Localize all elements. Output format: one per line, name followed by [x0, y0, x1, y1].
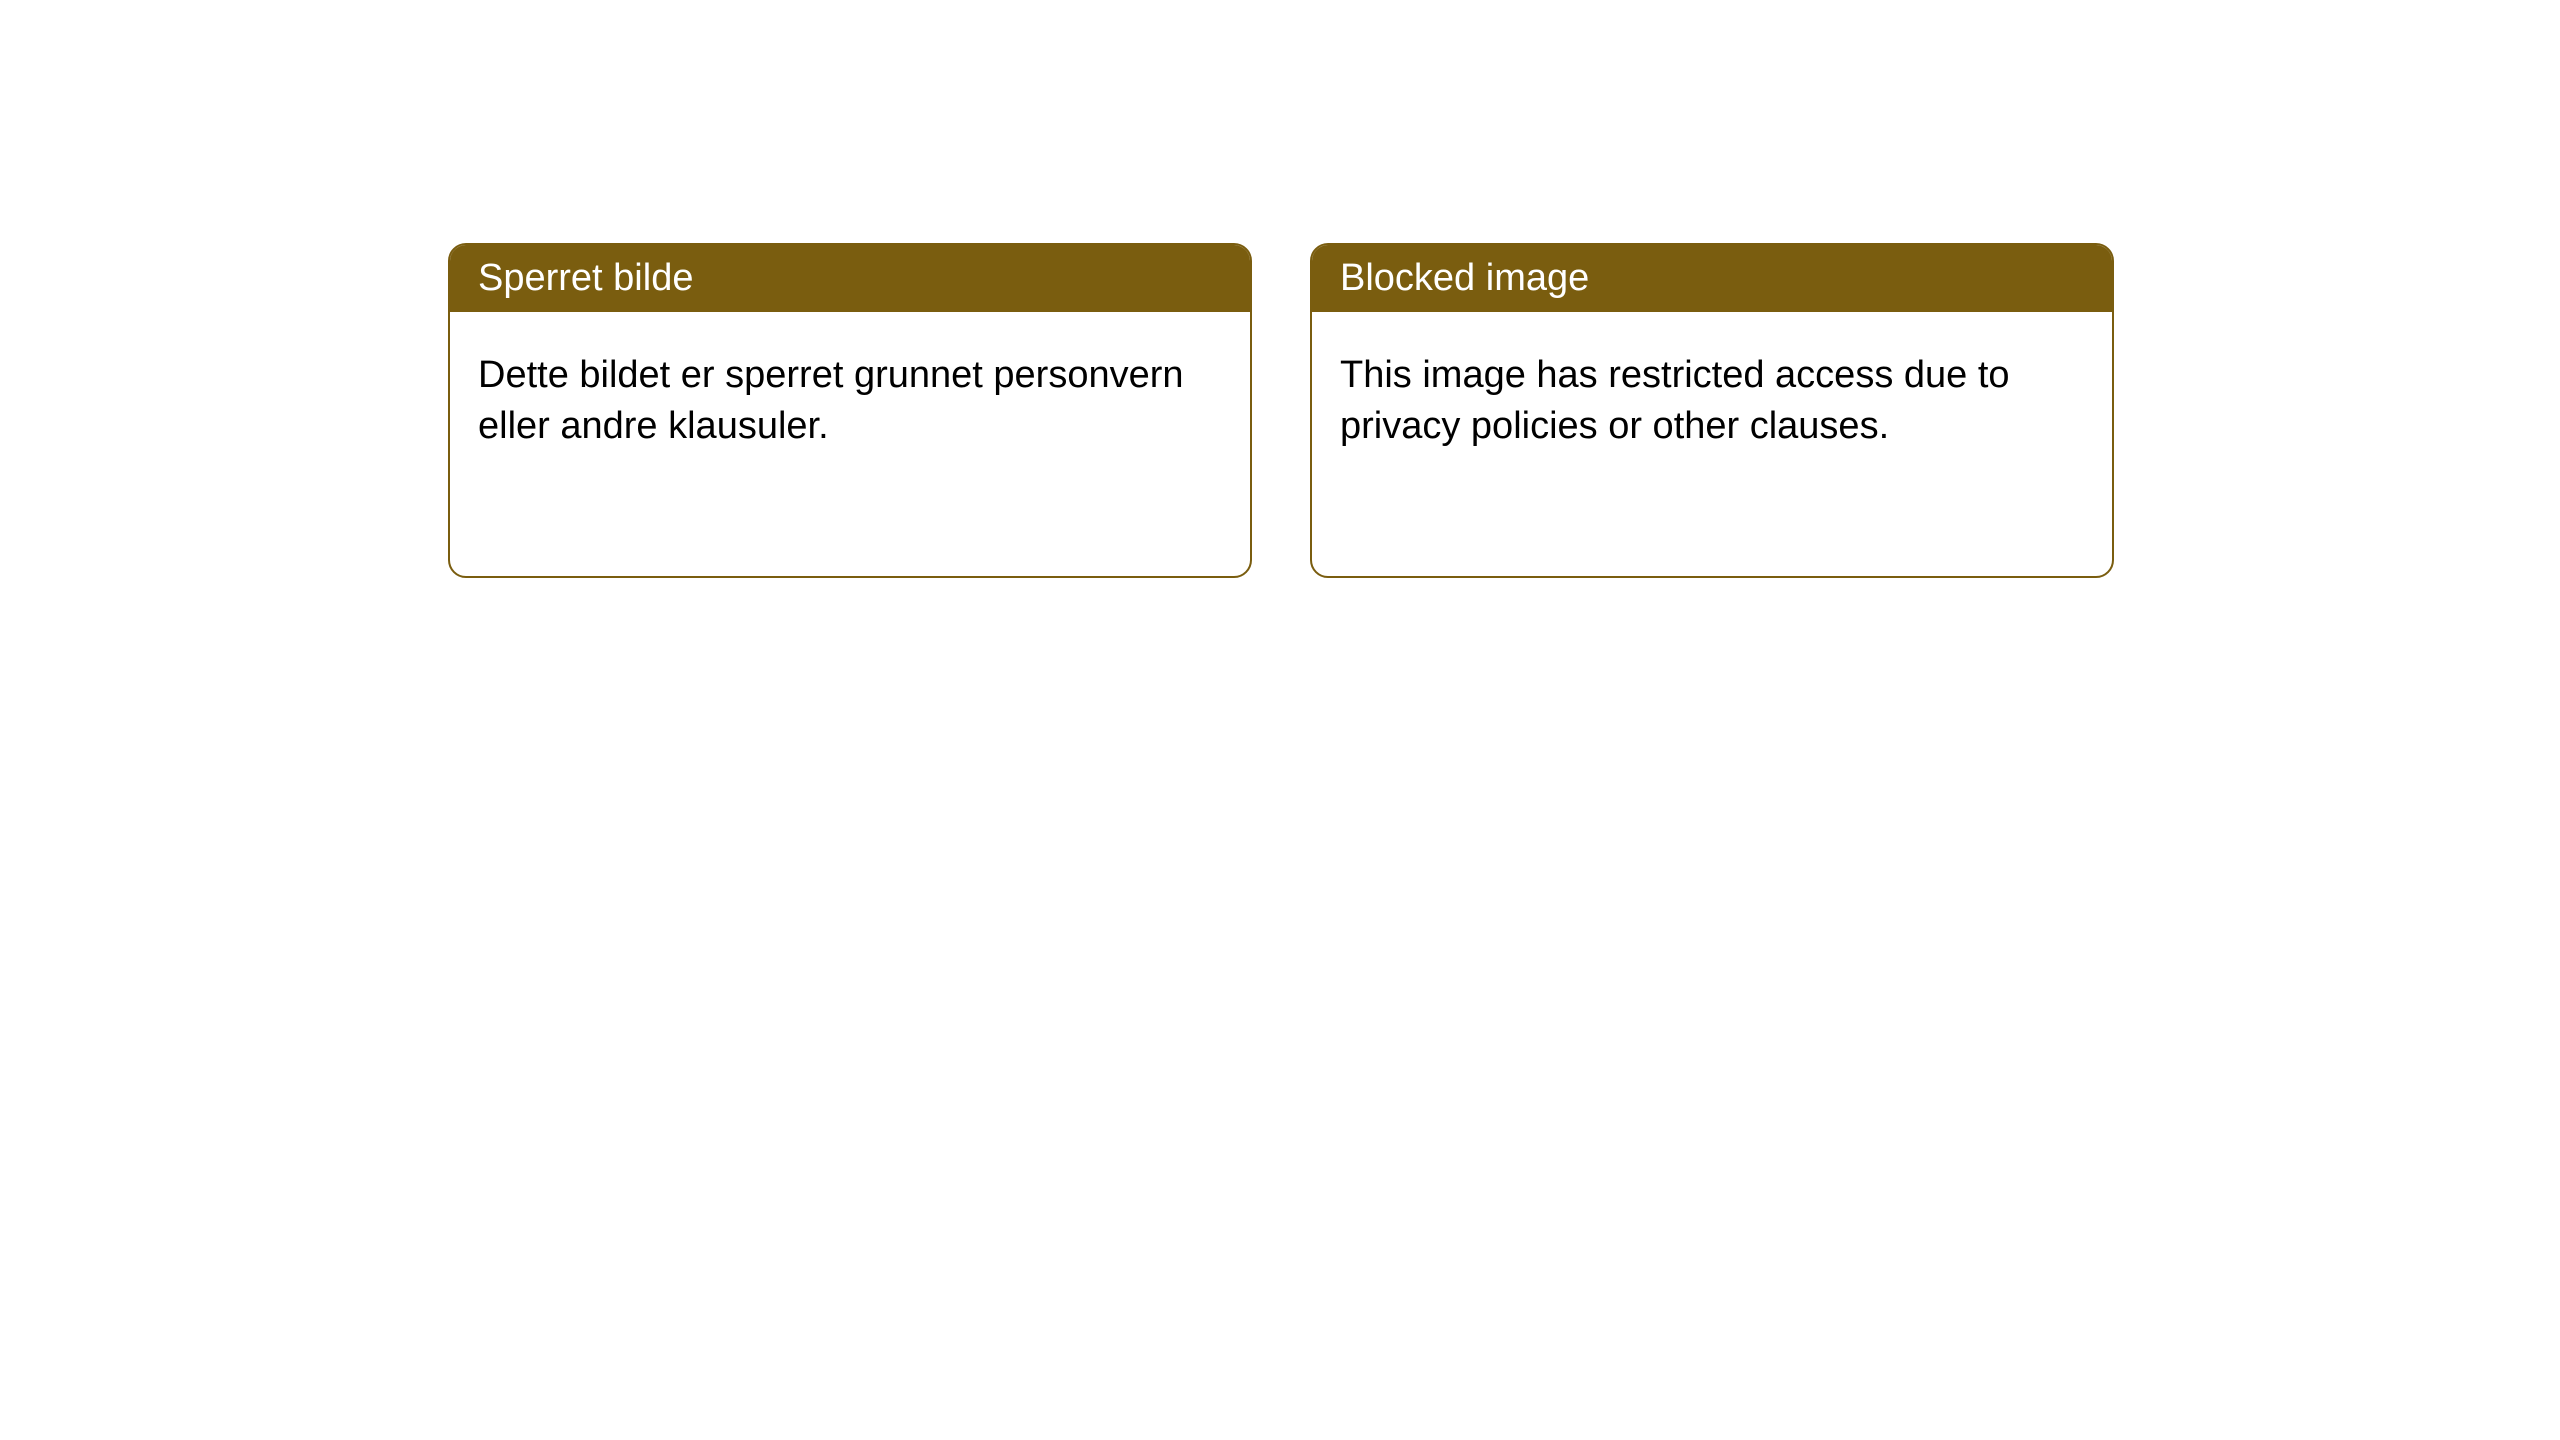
notice-card-norwegian: Sperret bilde Dette bildet er sperret gr… [448, 243, 1252, 578]
notice-card-title: Blocked image [1312, 245, 2112, 312]
notice-card-body: This image has restricted access due to … [1312, 312, 2112, 491]
notice-card-body: Dette bildet er sperret grunnet personve… [450, 312, 1250, 491]
notice-card-english: Blocked image This image has restricted … [1310, 243, 2114, 578]
notice-card-title: Sperret bilde [450, 245, 1250, 312]
notice-container: Sperret bilde Dette bildet er sperret gr… [0, 0, 2560, 578]
